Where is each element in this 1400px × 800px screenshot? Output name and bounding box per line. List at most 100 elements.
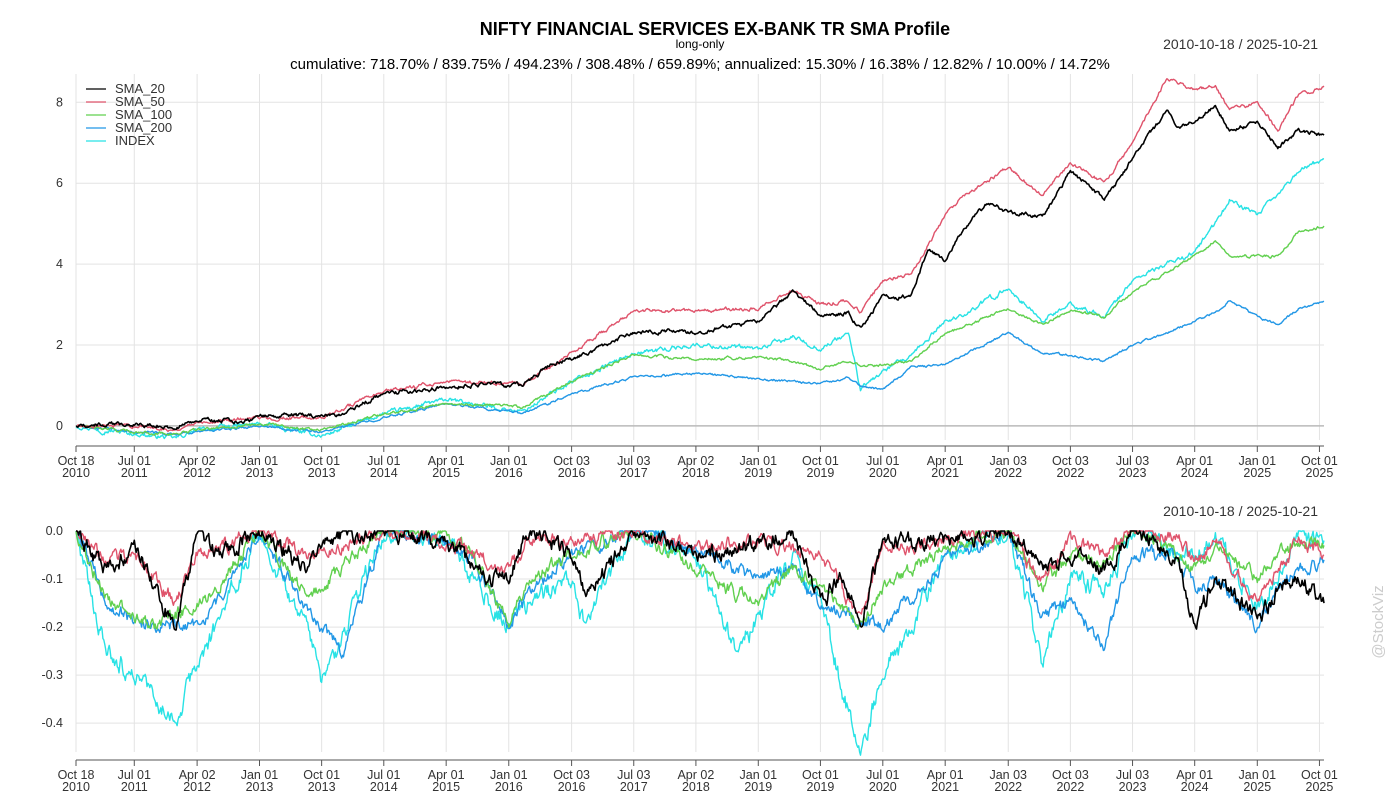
x-tick-label: Oct 01: [802, 768, 839, 782]
x-tick-label: Jan 03: [989, 454, 1027, 468]
series-line-sma-100: [75, 225, 1325, 436]
x-tick-year-label: 2019: [744, 466, 772, 480]
watermark: @StockViz: [1370, 585, 1387, 658]
x-tick-year-label: 2013: [246, 780, 274, 794]
x-tick-label: Apr 02: [677, 454, 714, 468]
x-tick-year-label: 2016: [558, 780, 586, 794]
bottom-date-range: 2010-10-18 / 2025-10-21: [1163, 503, 1318, 519]
x-tick-label: Apr 01: [927, 768, 964, 782]
x-tick-year-label: 2019: [807, 466, 835, 480]
x-tick-label: Apr 01: [1176, 454, 1213, 468]
legend-label: SMA_50: [115, 94, 165, 109]
x-tick-year-label: 2018: [682, 780, 710, 794]
series-line-sma-20: [75, 104, 1325, 431]
x-tick-year-label: 2021: [931, 780, 959, 794]
x-tick-year-label: 2011: [121, 466, 148, 480]
y-tick-label: 4: [56, 257, 63, 271]
series-line-sma-200: [75, 530, 1325, 659]
x-tick-year-label: 2020: [869, 466, 897, 480]
y-tick-label: 2: [56, 338, 63, 352]
legend-label: SMA_20: [115, 81, 165, 96]
x-tick-label: Jul 01: [866, 454, 899, 468]
y-tick-label: -0.2: [41, 620, 63, 634]
y-tick-label: -0.3: [41, 668, 63, 682]
x-tick-year-label: 2025: [1243, 466, 1271, 480]
x-tick-label: Oct 03: [1052, 454, 1089, 468]
x-tick-label: Oct 01: [802, 454, 839, 468]
x-tick-year-label: 2010: [62, 466, 90, 480]
x-tick-label: Oct 03: [553, 768, 590, 782]
x-tick-label: Jul 01: [866, 768, 899, 782]
x-tick-year-label: 2019: [744, 780, 772, 794]
x-tick-label: Jul 01: [367, 454, 400, 468]
x-tick-label: Apr 01: [1176, 768, 1213, 782]
x-tick-year-label: 2017: [620, 466, 648, 480]
x-tick-year-label: 2025: [1243, 780, 1271, 794]
series-line-index: [75, 530, 1325, 756]
x-tick-year-label: 2013: [308, 780, 336, 794]
y-tick-label: -0.1: [41, 572, 63, 586]
y-tick-label: 6: [56, 176, 63, 190]
legend-label: SMA_100: [115, 107, 172, 122]
x-tick-label: Jan 01: [241, 454, 279, 468]
x-tick-year-label: 2014: [370, 466, 398, 480]
x-tick-label: Jan 01: [740, 454, 778, 468]
y-tick-label: 0.0: [46, 524, 63, 538]
x-tick-label: Oct 03: [553, 454, 590, 468]
x-tick-label: Jul 01: [118, 768, 151, 782]
x-tick-year-label: 2015: [432, 466, 460, 480]
series-line-sma-200: [75, 300, 1325, 436]
x-tick-year-label: 2016: [495, 780, 523, 794]
x-tick-label: Jan 01: [740, 768, 778, 782]
x-tick-year-label: 2015: [432, 780, 460, 794]
x-tick-year-label: 2013: [246, 466, 274, 480]
x-tick-label: Oct 01: [1301, 454, 1338, 468]
x-tick-year-label: 2024: [1181, 466, 1209, 480]
x-tick-year-label: 2021: [931, 466, 959, 480]
x-tick-label: Oct 01: [1301, 768, 1338, 782]
x-tick-year-label: 2012: [183, 780, 211, 794]
x-tick-year-label: 2023: [1119, 466, 1147, 480]
x-tick-label: Jan 01: [1239, 768, 1277, 782]
x-tick-year-label: 2023: [1119, 780, 1147, 794]
chart-title: NIFTY FINANCIAL SERVICES EX-BANK TR SMA …: [480, 19, 950, 39]
x-tick-year-label: 2012: [183, 466, 211, 480]
legend-label: INDEX: [115, 133, 155, 148]
x-tick-label: Jul 03: [1116, 768, 1149, 782]
series-line-index: [75, 158, 1325, 440]
x-tick-label: Apr 02: [179, 454, 216, 468]
y-tick-label: -0.4: [41, 716, 63, 730]
y-tick-label: 8: [56, 95, 63, 109]
x-tick-label: Apr 02: [179, 768, 216, 782]
x-tick-label: Jan 01: [490, 768, 528, 782]
x-tick-label: Apr 01: [428, 454, 465, 468]
series-line-sma-50: [75, 78, 1325, 433]
y-tick-label: 0: [56, 419, 63, 433]
x-tick-label: Jul 03: [617, 768, 650, 782]
x-tick-label: Apr 01: [428, 768, 465, 782]
x-tick-year-label: 2010: [62, 780, 90, 794]
x-tick-year-label: 2022: [994, 780, 1022, 794]
x-tick-year-label: 2020: [869, 780, 897, 794]
x-tick-label: Jul 01: [367, 768, 400, 782]
performance-stats: cumulative: 718.70% / 839.75% / 494.23% …: [290, 56, 1110, 73]
x-tick-label: Jan 01: [490, 454, 528, 468]
x-tick-label: Jan 01: [241, 768, 279, 782]
chart-subtitle: long-only: [676, 37, 725, 51]
x-tick-year-label: 2022: [1056, 780, 1084, 794]
x-tick-year-label: 2022: [994, 466, 1022, 480]
x-tick-label: Jul 03: [617, 454, 650, 468]
x-tick-label: Oct 01: [303, 768, 340, 782]
x-tick-year-label: 2018: [682, 466, 710, 480]
x-tick-year-label: 2019: [807, 780, 835, 794]
top-date-range: 2010-10-18 / 2025-10-21: [1163, 36, 1318, 52]
x-tick-label: Jul 01: [118, 454, 151, 468]
legend-label: SMA_200: [115, 120, 172, 135]
x-tick-year-label: 2024: [1181, 780, 1209, 794]
x-tick-label: Oct 18: [58, 454, 95, 468]
x-tick-label: Jul 03: [1116, 454, 1149, 468]
x-tick-year-label: 2025: [1306, 466, 1334, 480]
